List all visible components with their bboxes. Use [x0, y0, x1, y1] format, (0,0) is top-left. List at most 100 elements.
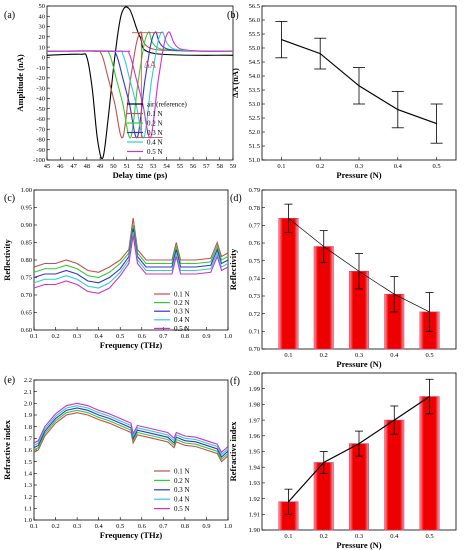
x-axis-label-c: Frequency (THz)	[100, 340, 163, 350]
y-tick-label-f: 1.99	[249, 386, 260, 393]
y-tick-label-c: 0.80	[21, 257, 32, 264]
legend-label-a: 0.5 N	[147, 148, 163, 156]
series-line-a	[46, 31, 234, 139]
legend-label-a: 0.3 N	[147, 129, 163, 137]
legend-label-c: 0.1 N	[174, 290, 190, 298]
legend-label-c: 0.5 N	[174, 325, 190, 333]
y-tick-label-f: 2.00	[249, 370, 260, 377]
plot-frame-e	[33, 379, 229, 521]
x-tick-label-c: 0.6	[138, 333, 147, 340]
series-line-e	[33, 409, 229, 461]
y-tick-label-d: 0.76	[249, 240, 261, 247]
x-tick-label-d: 0.3	[355, 352, 363, 359]
x-tick-label-e: 0.2	[51, 523, 59, 530]
series-line-e	[33, 405, 229, 456]
series-line-a	[46, 31, 234, 139]
y-tick-label-a: 50	[39, 3, 46, 10]
bar-d	[278, 217, 299, 350]
x-tick-label-b: 0.2	[316, 163, 324, 170]
y-tick-label-e: 1.2	[24, 494, 32, 501]
x-tick-label-a: 57	[203, 163, 210, 170]
x-tick-label-c: 0.3	[73, 333, 81, 340]
x-tick-label-a: 53	[150, 163, 157, 170]
y-tick-label-c: 0.65	[21, 310, 32, 317]
x-axis-label-a: Delay time (ps)	[113, 170, 168, 180]
plot-frame-a	[46, 5, 234, 161]
legend-label-a: 0.2 N	[147, 119, 163, 127]
y-tick-label-a: 40	[39, 13, 46, 20]
x-tick-label-e: 0.5	[116, 523, 124, 530]
y-tick-label-b: 56.5	[249, 3, 260, 10]
x-tick-label-f: 0.3	[355, 533, 363, 540]
y-tick-label-f: 1.91	[249, 512, 260, 519]
y-tick-label-b: 56.0	[249, 17, 260, 24]
y-tick-label-f: 1.93	[249, 480, 260, 487]
y-tick-label-a: -70	[36, 126, 45, 133]
trend-line-d	[288, 217, 430, 313]
panel-label-f: (f)	[230, 376, 240, 387]
x-tick-label-a: 59	[230, 163, 237, 170]
y-tick-label-d: 0.72	[249, 311, 260, 318]
x-tick-label-c: 0.5	[116, 333, 124, 340]
y-tick-label-a: -60	[36, 116, 45, 123]
x-tick-label-e: 0.4	[95, 523, 104, 530]
x-tick-label-c: 0.8	[181, 333, 189, 340]
x-axis-label-b: Pressure (N)	[336, 170, 381, 180]
x-tick-label-e: 0.3	[73, 523, 81, 530]
x-tick-label-a: 47	[70, 163, 77, 170]
y-tick-label-b: 52.0	[249, 129, 260, 136]
x-tick-label-a: 55	[177, 163, 184, 170]
y-tick-label-e: 1.4	[24, 471, 33, 478]
y-tick-label-a: -100	[33, 157, 45, 164]
y-tick-label-a: 30	[39, 24, 46, 31]
x-tick-label-d: 0.5	[425, 352, 433, 359]
y-tick-label-e: 1.7	[24, 436, 33, 443]
series-line-c	[33, 217, 229, 273]
y-tick-label-e: 2.2	[24, 377, 32, 384]
legend-label-e: 0.4 N	[174, 496, 190, 504]
y-tick-label-a: -90	[36, 147, 45, 154]
y-tick-label-e: 1.8	[24, 424, 32, 431]
y-tick-label-c: 0.70	[21, 292, 32, 299]
y-axis-label-c: Reflectivity	[2, 238, 12, 280]
x-tick-label-a: 45	[44, 163, 51, 170]
y-tick-label-a: 20	[39, 34, 46, 41]
y-tick-label-e: 1.1	[24, 506, 32, 513]
x-tick-label-e: 0.7	[159, 523, 168, 530]
legend-label-a: air (reference)	[147, 100, 187, 108]
legend-label-e: 0.5 N	[174, 505, 190, 513]
y-tick-label-a: -80	[36, 137, 45, 144]
y-tick-label-e: 1.0	[24, 517, 32, 524]
x-tick-label-b: 0.5	[433, 163, 441, 170]
y-tick-label-f: 1.90	[249, 527, 260, 534]
x-tick-label-a: 49	[97, 163, 104, 170]
x-tick-label-a: 54	[163, 163, 170, 170]
y-tick-label-f: 1.94	[249, 464, 261, 471]
y-tick-label-c: 0.95	[21, 205, 32, 212]
y-tick-label-b: 54.0	[249, 73, 260, 80]
x-tick-label-d: 0.4	[390, 352, 399, 359]
x-tick-label-a: 56	[190, 163, 197, 170]
y-tick-label-d: 0.73	[249, 293, 260, 300]
y-tick-label-a: -40	[36, 96, 45, 103]
y-tick-label-d: 0.75	[249, 258, 260, 265]
x-tick-label-f: 0.5	[425, 533, 433, 540]
panel-label-d: (d)	[230, 193, 242, 204]
y-tick-label-b: 52.5	[249, 115, 260, 122]
x-tick-label-b: 0.1	[277, 163, 285, 170]
delta-a-annotation: ΔA	[144, 60, 157, 70]
x-tick-label-b: 0.4	[394, 163, 403, 170]
x-tick-label-c: 0.1	[30, 333, 38, 340]
y-tick-label-b: 54.5	[249, 59, 260, 66]
y-tick-label-d: 0.71	[249, 329, 260, 336]
y-tick-label-b: 55.5	[249, 31, 260, 38]
x-tick-label-a: 58	[216, 163, 223, 170]
x-tick-label-a: 46	[57, 163, 64, 170]
y-tick-label-c: 0.60	[21, 327, 32, 334]
x-tick-label-e: 0.9	[202, 523, 210, 530]
series-line-a	[46, 6, 234, 160]
x-tick-label-e: 0.1	[30, 523, 38, 530]
series-line-c	[33, 235, 229, 294]
x-tick-label-e: 1.0	[224, 523, 232, 530]
